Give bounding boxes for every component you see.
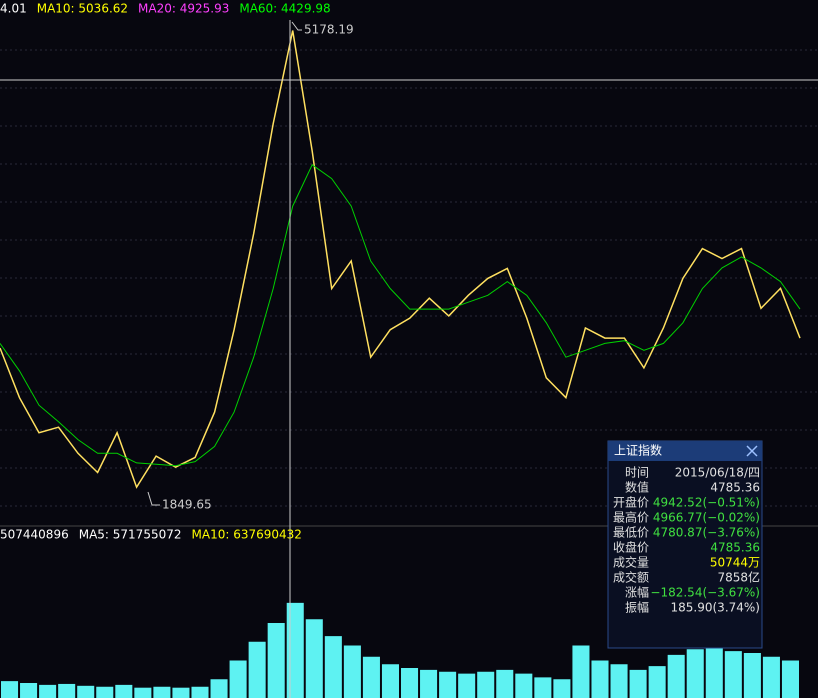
volume-bar: [629, 669, 647, 698]
tooltip-value: 50744万: [710, 556, 760, 570]
volume-bar: [153, 686, 171, 698]
tooltip-value: 4966.77(−0.02%): [653, 511, 760, 525]
volume-bar: [1, 681, 19, 698]
high-annotation: 5178.19: [304, 23, 354, 37]
volume-bar: [591, 660, 609, 698]
volume-bar: [267, 623, 285, 698]
volume-bar: [515, 673, 533, 698]
volume-bar: [667, 654, 685, 698]
volume-bar: [458, 673, 476, 698]
legend-entry: MA10: 5036.62: [37, 2, 128, 16]
tooltip-value: 4785.36: [710, 481, 760, 495]
low-annotation: 1849.65: [162, 498, 212, 512]
volume-bar: [401, 668, 419, 698]
tooltip-label: 最高价: [613, 510, 649, 525]
volume-bar: [420, 669, 438, 698]
volume-bar: [648, 666, 666, 698]
tooltip-value: 7858亿: [717, 570, 760, 585]
tooltip-value: 4942.52(−0.51%): [653, 496, 760, 510]
legend-entry: MA5: 571755072: [79, 528, 182, 542]
volume-bar: [248, 641, 266, 698]
legend-entry: MA20: 4925.93: [138, 2, 229, 16]
volume-bar: [172, 687, 190, 698]
volume-bar: [362, 656, 380, 698]
legend-entry: MA60: 4429.98: [239, 2, 330, 16]
volume-bar: [343, 645, 361, 698]
volume-bar: [115, 684, 133, 698]
tooltip-value: 185.90(3.74%): [671, 601, 760, 615]
volume-bar: [20, 683, 38, 698]
tooltip-title: 上证指数: [614, 443, 662, 458]
volume-bar: [781, 660, 799, 698]
legend-entry: MA10: 637690432: [192, 528, 302, 542]
price-line: [0, 30, 801, 489]
legend-entry: 507440896: [0, 528, 69, 542]
annotation-leader: [147, 491, 160, 506]
tooltip-header: [608, 441, 762, 461]
volume-bar: [58, 683, 76, 698]
tooltip-label: 收盘价: [613, 540, 649, 555]
volume-bar: [286, 602, 304, 698]
tooltip-value: −182.54(−3.67%): [650, 586, 760, 600]
tooltip-label: 成交额: [613, 570, 649, 585]
price-line: [0, 164, 801, 467]
volume-bar: [762, 656, 780, 698]
tooltip-label: 涨幅: [625, 585, 649, 600]
legend-entry: 4.01: [0, 2, 27, 16]
volume-bar: [324, 636, 342, 698]
volume-bar: [496, 669, 514, 698]
volume-bar: [477, 671, 495, 698]
tooltip-value: 4785.36: [710, 541, 760, 555]
tooltip-value: 2015/06/18/四: [675, 466, 760, 480]
volume-bar: [191, 686, 209, 698]
tooltip-label: 成交量: [613, 555, 649, 570]
volume-bar: [705, 647, 723, 698]
volume-bar: [381, 664, 399, 698]
tooltip-value: 4780.87(−3.76%): [653, 526, 760, 540]
volume-bar: [572, 645, 590, 698]
tooltip-label: 时间: [625, 466, 649, 480]
tooltip-label: 振幅: [625, 600, 649, 615]
volume-bar: [96, 686, 114, 698]
tooltip-panel: [607, 440, 763, 649]
volume-bar: [553, 679, 571, 698]
tooltip-label: 数值: [625, 480, 649, 495]
tooltip-label: 最低价: [613, 526, 649, 540]
volume-bar: [305, 619, 323, 698]
volume-bar: [439, 671, 457, 698]
volume-bar: [686, 649, 704, 698]
volume-bar: [134, 687, 152, 698]
volume-bar: [724, 651, 742, 698]
volume-bar: [229, 660, 247, 698]
volume-bar: [39, 684, 57, 698]
tooltip-label: 开盘价: [613, 495, 649, 510]
volume-bar: [743, 653, 761, 698]
annotation-leader: [291, 21, 302, 31]
volume-bar: [77, 685, 95, 698]
volume-bar: [210, 679, 228, 698]
volume-bar: [610, 664, 628, 698]
volume-bar: [534, 677, 552, 698]
close-button[interactable]: [746, 445, 758, 457]
